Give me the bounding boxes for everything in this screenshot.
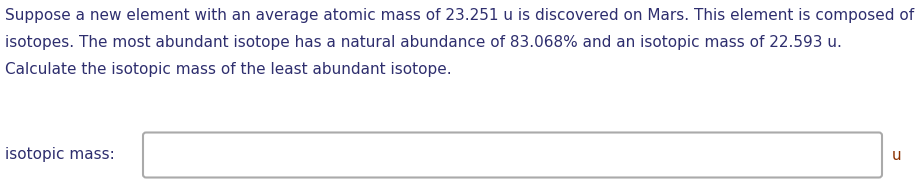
Text: Calculate the isotopic mass of the least abundant isotope.: Calculate the isotopic mass of the least… — [5, 62, 452, 77]
Text: u: u — [892, 147, 901, 162]
Text: isotopes. The most abundant isotope has a natural abundance of 83.068% and an is: isotopes. The most abundant isotope has … — [5, 35, 842, 50]
Text: isotopic mass:: isotopic mass: — [5, 147, 114, 162]
Text: Suppose a new element with an average atomic mass of 23.251 u is discovered on M: Suppose a new element with an average at… — [5, 8, 916, 23]
FancyBboxPatch shape — [143, 132, 882, 177]
